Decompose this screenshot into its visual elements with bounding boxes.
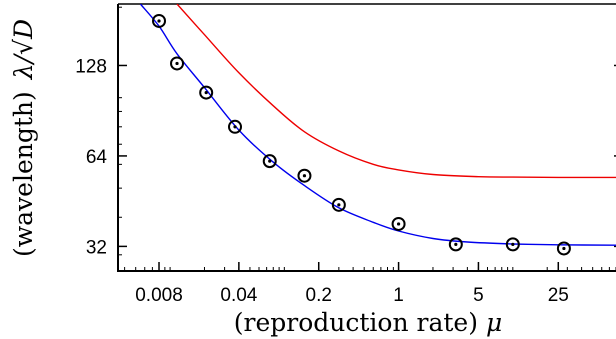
data-point-dot (511, 242, 515, 246)
data-point-dot (204, 90, 208, 95)
plot-frame (117, 4, 616, 272)
data-point-dot (175, 61, 179, 66)
data-point-dot (302, 174, 307, 178)
x-axis-title-text: (reproduction rate) (234, 308, 478, 337)
data-point (262, 154, 277, 169)
data-point-ring (391, 216, 406, 231)
data-point (505, 237, 520, 252)
x-axis-title-symbol: μ (486, 308, 502, 337)
data-point-ring (262, 154, 277, 169)
series-lines (139, 4, 616, 246)
data-point-ring (505, 237, 520, 252)
y-axis-title: (wavelength) λ/√D (9, 19, 38, 257)
data-point-dot (233, 125, 237, 129)
data-point-ring (331, 197, 346, 212)
data-point-ring (170, 56, 185, 71)
y-tick-label: 64 (86, 147, 108, 168)
data-point (228, 119, 243, 134)
axis-ticks (118, 6, 616, 271)
data-point-ring (152, 13, 167, 28)
data-point (170, 56, 185, 71)
series-markers (152, 13, 571, 256)
data-point (331, 197, 346, 212)
data-point-ring (228, 119, 243, 134)
blue-curve (139, 4, 616, 246)
data-point-dot (157, 19, 161, 23)
data-point (152, 13, 167, 28)
x-tick-label: 0.008 (135, 285, 183, 306)
data-point-ring (297, 168, 312, 183)
y-tick-label: 128 (75, 56, 107, 77)
data-point-ring (556, 241, 571, 256)
data-point (556, 241, 571, 256)
x-tick-label: 0.04 (220, 285, 257, 306)
data-point-ring (199, 85, 214, 100)
x-tick-label: 25 (548, 285, 569, 306)
x-tick-label: 1 (393, 285, 404, 306)
data-point (391, 216, 406, 231)
y-axis-title-symbol: λ/√D (9, 19, 38, 80)
data-point-dot (562, 246, 566, 251)
data-point-dot (268, 159, 272, 163)
x-axis-title: (reproduction rate) μ (234, 308, 502, 337)
red-curve (176, 4, 616, 179)
x-tick-label: 5 (473, 285, 484, 306)
tick-labels: 0.008 0.04 0.2 1 5 25 32 64 128 (75, 56, 569, 306)
data-point-dot (337, 203, 341, 207)
data-point (297, 168, 312, 183)
data-point-dot (454, 242, 458, 246)
data-point (448, 237, 463, 252)
data-point-dot (396, 222, 401, 226)
data-point-ring (448, 237, 463, 252)
y-tick-label: 32 (86, 237, 107, 258)
x-tick-label: 0.2 (306, 285, 332, 306)
data-point (199, 85, 214, 100)
y-axis-title-text: (wavelength) (9, 91, 38, 257)
